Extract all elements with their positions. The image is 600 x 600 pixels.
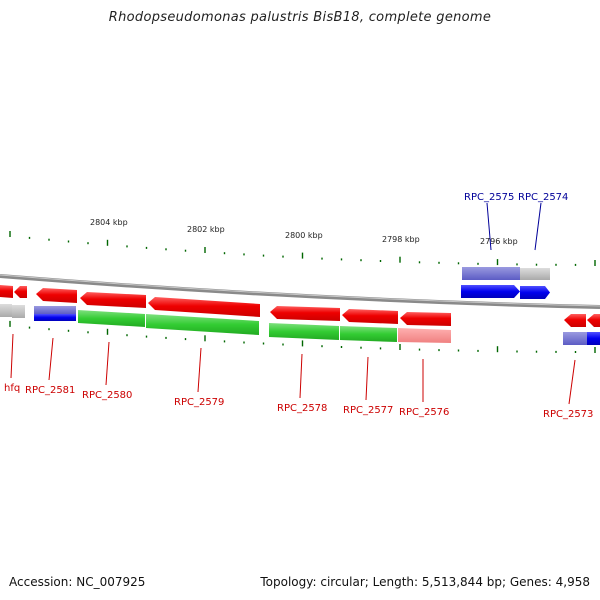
gene-label-rpc-2579[interactable]: RPC_2579 <box>174 397 224 408</box>
cds-rpc-2581-blue[interactable] <box>34 314 76 321</box>
scale-label: 2796 kbp <box>480 237 518 246</box>
scale-label: 2800 kbp <box>285 231 323 240</box>
gene-label-rpc-2580[interactable]: RPC_2580 <box>82 390 132 401</box>
genome-backbone-highlight <box>0 274 600 307</box>
gene-rpc-2573[interactable] <box>564 314 586 327</box>
leader-rpc-2579 <box>197 347 202 393</box>
gene-label-rpc-2573[interactable]: RPC_2573 <box>543 409 593 420</box>
gene-rpc-2574[interactable] <box>520 286 550 299</box>
leader-rpc-2575 <box>486 202 492 251</box>
accession-text: Accession: NC_007925 <box>9 575 146 589</box>
map-title: Rhodopseudomonas palustris BisB18, compl… <box>108 10 492 25</box>
gene-rpc-2575[interactable] <box>461 285 520 298</box>
gene-rpc-2581[interactable] <box>36 288 77 303</box>
leader-rpc-2573 <box>568 359 576 405</box>
scale-label: 2798 kbp <box>382 235 420 244</box>
cds-rpc-2578[interactable] <box>269 323 339 340</box>
cds-rpc-2572-blue[interactable] <box>587 332 600 345</box>
leader-hfq <box>10 333 14 379</box>
cds-hfq-gray-2[interactable] <box>12 305 25 318</box>
gene-rpc-2578[interactable] <box>270 306 340 321</box>
leader-rpc-2578 <box>299 353 303 399</box>
gene-rpc-2574-pseudo[interactable] <box>520 268 550 280</box>
genome-backbone <box>0 274 600 309</box>
gene-rpc-2576[interactable] <box>400 312 451 326</box>
genome-summary-text: Topology: circular; Length: 5,513,844 bp… <box>260 575 590 589</box>
gene-label-hfq[interactable]: hfq <box>4 383 20 394</box>
scale-ticks-top <box>9 231 596 266</box>
cds-rpc-2576[interactable] <box>398 328 451 343</box>
gene-label-rpc-2577[interactable]: RPC_2577 <box>343 405 393 416</box>
gene-label-rpc-2576[interactable]: RPC_2576 <box>399 407 449 418</box>
cds-rpc-2579[interactable] <box>146 314 259 335</box>
leader-rpc-2577 <box>365 356 369 401</box>
gene-rpc-2579[interactable] <box>148 297 260 317</box>
leader-rpc-2574 <box>534 202 542 251</box>
leader-rpc-2580 <box>105 341 110 386</box>
gene-rpc-2577[interactable] <box>342 309 398 324</box>
gene-label-rpc-2581[interactable]: RPC_2581 <box>25 385 75 396</box>
gene-label-rpc-2578[interactable]: RPC_2578 <box>277 403 327 414</box>
gene-label-rpc-2575[interactable]: RPC_2575 <box>464 192 514 203</box>
cds-hfq-gray[interactable] <box>0 304 12 317</box>
gene-rpc-2572[interactable] <box>587 314 600 327</box>
leader-rpc-2581 <box>48 337 54 381</box>
gene-hfq[interactable] <box>14 286 27 298</box>
scale-label: 2804 kbp <box>90 218 128 227</box>
scale-ticks-bottom <box>9 320 596 353</box>
scale-label: 2802 kbp <box>187 225 225 234</box>
gene-rpc-2575-pseudo[interactable] <box>462 267 520 280</box>
gene-label-rpc-2574[interactable]: RPC_2574 <box>518 192 568 203</box>
cds-rpc-2580[interactable] <box>78 310 145 327</box>
cds-rpc-2573-purple[interactable] <box>563 332 587 345</box>
gene-hfq-fragment[interactable] <box>0 285 13 298</box>
gene-rpc-2580[interactable] <box>80 292 146 308</box>
cds-rpc-2581-purple[interactable] <box>34 306 76 314</box>
cds-rpc-2577[interactable] <box>340 326 397 342</box>
